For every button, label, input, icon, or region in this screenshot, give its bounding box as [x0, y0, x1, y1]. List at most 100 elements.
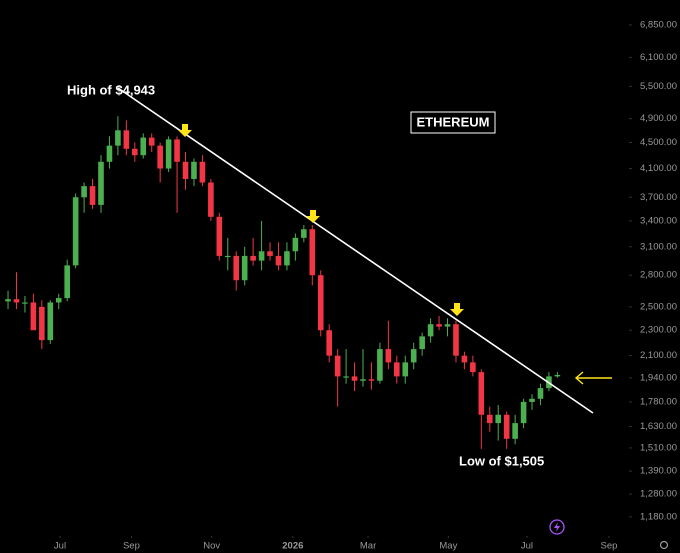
candle-body — [461, 355, 468, 363]
low-annotation: Low of $1,505 — [459, 453, 544, 468]
candle-body — [89, 186, 96, 205]
y-tick-label: 1,390.00 — [640, 466, 677, 477]
candle-body — [64, 265, 70, 299]
x-tick-label: Nov — [203, 541, 220, 552]
candle-body — [140, 137, 147, 156]
x-tick-label: 2026 — [282, 541, 303, 552]
candle-body — [267, 251, 273, 256]
candle-body — [343, 376, 349, 378]
candle-body — [292, 237, 299, 252]
asset-label: ETHEREUM — [417, 114, 490, 129]
candle-body — [326, 330, 332, 356]
y-tick-label: 1,180.00 — [640, 511, 677, 522]
candle-body — [385, 349, 392, 363]
candle-body — [208, 182, 214, 217]
candle-body — [13, 299, 20, 303]
candle-body — [132, 148, 138, 156]
trend-line — [117, 87, 594, 414]
y-tick-label: 4,900.00 — [640, 113, 677, 124]
y-tick-label: 1,510.00 — [640, 442, 677, 453]
candle-body — [148, 137, 155, 146]
down-arrow — [178, 124, 192, 137]
down-arrow — [450, 303, 464, 316]
candle-body — [402, 362, 409, 377]
x-tick-label: Mar — [360, 541, 376, 552]
candle-body — [258, 251, 265, 261]
y-tick-label: 2,100.00 — [640, 350, 677, 361]
x-tick-label: Sep — [123, 541, 140, 552]
x-tick-label: Jul — [521, 541, 533, 552]
candle-body — [301, 229, 307, 238]
candle-body — [503, 414, 510, 439]
y-tick-label: 6,100.00 — [640, 52, 677, 63]
candle-body — [309, 229, 316, 276]
y-tick-label: 4,100.00 — [640, 163, 677, 174]
candle-body — [55, 298, 62, 303]
x-tick-label: May — [439, 541, 457, 552]
candle-body — [30, 302, 37, 331]
signal-arrows — [178, 124, 464, 316]
candle-body — [115, 130, 121, 146]
candle-body — [39, 306, 45, 341]
candle-body — [537, 388, 544, 399]
pointer-arrow — [574, 371, 612, 385]
y-tick-label: 1,630.00 — [640, 421, 677, 432]
candle-body — [5, 299, 11, 302]
candle-body — [157, 145, 163, 169]
candle-body — [436, 324, 442, 327]
candle-body — [317, 275, 324, 331]
y-tick-label: 3,700.00 — [640, 192, 677, 203]
candle-body — [47, 302, 54, 341]
candle-body — [529, 398, 535, 402]
x-tick-label: Jul — [54, 541, 66, 552]
candle-body — [123, 130, 130, 149]
y-tick-label: 1,280.00 — [640, 489, 677, 500]
candle-body — [106, 145, 113, 162]
candle-body — [520, 401, 527, 424]
candle-body — [334, 355, 341, 377]
candle-body — [165, 139, 172, 169]
plot-area: 6,850.00 6,100.00 5,500.00 4,900.00 4,500.00… — [5, 19, 677, 552]
candle-body — [351, 376, 358, 381]
candle-body — [470, 362, 476, 373]
flash-icon[interactable] — [549, 519, 565, 535]
candle-body — [495, 414, 502, 424]
candle-body — [512, 423, 518, 439]
candle-body — [410, 349, 417, 363]
y-tick-label: 1,780.00 — [640, 396, 677, 407]
y-tick-label: 4,500.00 — [640, 137, 677, 148]
candle-body — [174, 139, 180, 162]
y-tick-label: 3,100.00 — [640, 241, 677, 252]
candle-body — [199, 161, 206, 183]
candle-body — [478, 372, 485, 415]
flash-icon-bolt — [554, 522, 560, 532]
y-tick-label: 5,500.00 — [640, 81, 677, 92]
candle-body — [419, 336, 425, 350]
candle-body — [191, 161, 197, 179]
candle-body — [233, 255, 240, 281]
candle-body — [360, 379, 366, 381]
candle-body — [444, 324, 451, 327]
y-tick-label: 2,800.00 — [640, 270, 677, 281]
candle-body — [427, 324, 434, 337]
asset-box — [410, 111, 496, 134]
candle-body — [81, 186, 87, 198]
high-annotation: High of $4,943 — [67, 82, 155, 97]
candle-body — [453, 324, 459, 356]
candle-body — [275, 255, 282, 266]
candle-body — [22, 302, 28, 304]
y-tick-label: 6,850.00 — [640, 19, 677, 30]
candle-body — [182, 161, 189, 179]
y-tick-label: 1,940.00 — [640, 372, 677, 383]
candle-body — [554, 374, 561, 377]
candle-body — [284, 251, 290, 266]
x-tick-label: Sep — [600, 541, 617, 552]
candle-body — [250, 255, 256, 261]
candle-body — [72, 197, 79, 266]
candle-body — [486, 414, 493, 424]
candle-body — [394, 362, 400, 377]
settings-icon[interactable] — [659, 540, 669, 550]
candle-body — [98, 161, 104, 205]
y-tick-label: 2,500.00 — [640, 301, 677, 312]
